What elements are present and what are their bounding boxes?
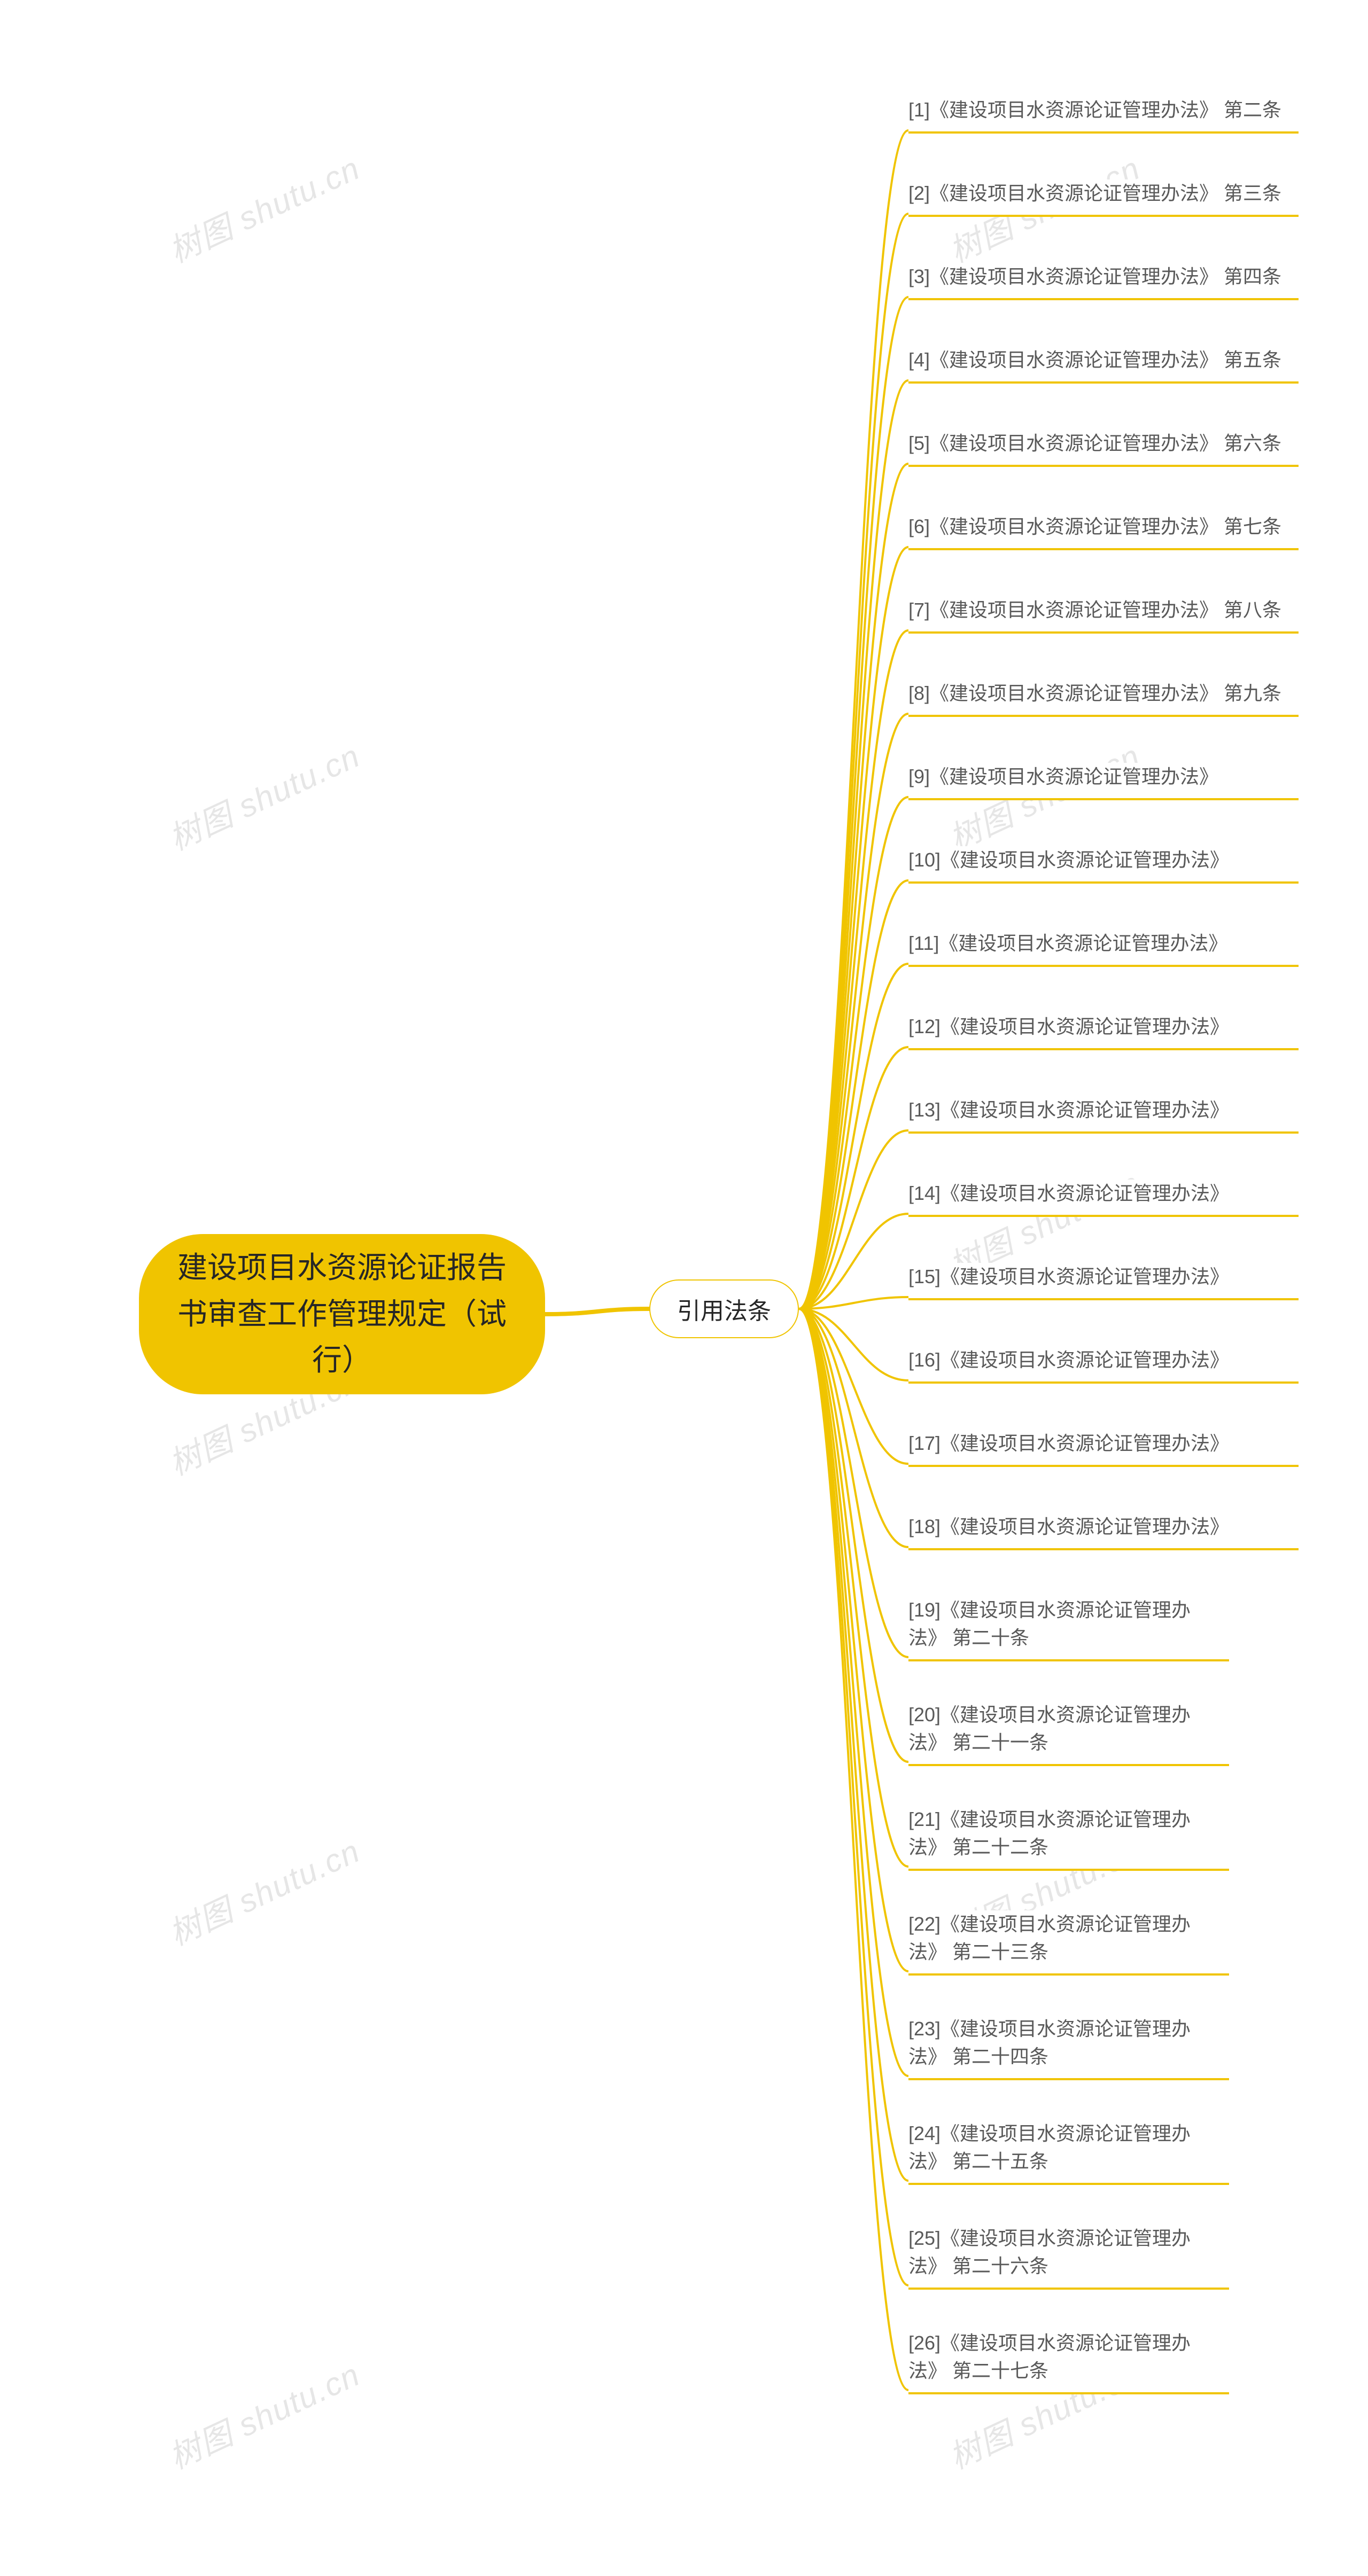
leaf-label: [11]《建设项目水资源论证管理办法》 (908, 930, 1299, 967)
leaf-label: [18]《建设项目水资源论证管理办法》 (908, 1513, 1299, 1550)
leaf-label: [8]《建设项目水资源论证管理办法》 第九条 (908, 680, 1299, 717)
leaf-node[interactable]: [13]《建设项目水资源论证管理办法》 (908, 1096, 1299, 1134)
leaf-node[interactable]: [8]《建设项目水资源论证管理办法》 第九条 (908, 680, 1299, 717)
leaf-node[interactable]: [9]《建设项目水资源论证管理办法》 (908, 763, 1299, 800)
leaf-label: [26]《建设项目水资源论证管理办法》 第二十七条 (908, 2329, 1229, 2394)
root-label: 建设项目水资源论证报告书审查工作管理规定（试行） (176, 1245, 508, 1384)
leaf-node[interactable]: [7]《建设项目水资源论证管理办法》 第八条 (908, 596, 1299, 634)
leaf-label: [21]《建设项目水资源论证管理办法》 第二十二条 (908, 1806, 1229, 1871)
leaf-label: [19]《建设项目水资源论证管理办法》 第二十条 (908, 1596, 1229, 1661)
leaf-label: [22]《建设项目水资源论证管理办法》 第二十三条 (908, 1910, 1229, 1976)
leaf-node[interactable]: [20]《建设项目水资源论证管理办法》 第二十一条 (908, 1701, 1229, 1766)
leaf-label: [17]《建设项目水资源论证管理办法》 (908, 1430, 1299, 1467)
leaf-node[interactable]: [6]《建设项目水资源论证管理办法》 第七条 (908, 513, 1299, 550)
leaf-node[interactable]: [12]《建设项目水资源论证管理办法》 (908, 1013, 1299, 1050)
watermark: 树图 shutu.cn (160, 730, 367, 860)
leaf-label: [9]《建设项目水资源论证管理办法》 (908, 763, 1299, 800)
leaf-node[interactable]: [14]《建设项目水资源论证管理办法》 (908, 1180, 1299, 1217)
leaf-node[interactable]: [17]《建设项目水资源论证管理办法》 (908, 1430, 1299, 1467)
leaf-label: [5]《建设项目水资源论证管理办法》 第六条 (908, 430, 1299, 467)
leaf-label: [3]《建设项目水资源论证管理办法》 第四条 (908, 263, 1299, 300)
leaf-label: [4]《建设项目水资源论证管理办法》 第五条 (908, 346, 1299, 384)
leaf-node[interactable]: [23]《建设项目水资源论证管理办法》 第二十四条 (908, 2015, 1229, 2080)
leaf-label: [25]《建设项目水资源论证管理办法》 第二十六条 (908, 2224, 1229, 2290)
leaf-node[interactable]: [22]《建设项目水资源论证管理办法》 第二十三条 (908, 1910, 1229, 1976)
leaf-label: [6]《建设项目水资源论证管理办法》 第七条 (908, 513, 1299, 550)
leaf-node[interactable]: [4]《建设项目水资源论证管理办法》 第五条 (908, 346, 1299, 384)
leaf-label: [7]《建设项目水资源论证管理办法》 第八条 (908, 596, 1299, 634)
leaf-node[interactable]: [2]《建设项目水资源论证管理办法》 第三条 (908, 179, 1299, 217)
leaf-node[interactable]: [25]《建设项目水资源论证管理办法》 第二十六条 (908, 2224, 1229, 2290)
leaf-node[interactable]: [24]《建设项目水资源论证管理办法》 第二十五条 (908, 2120, 1229, 2185)
branch-label: 引用法条 (677, 1292, 771, 1326)
leaf-node[interactable]: [10]《建设项目水资源论证管理办法》 (908, 846, 1299, 884)
leaf-node[interactable]: [3]《建设项目水资源论证管理办法》 第四条 (908, 263, 1299, 300)
leaf-label: [1]《建设项目水资源论证管理办法》 第二条 (908, 96, 1299, 134)
watermark: 树图 shutu.cn (160, 1825, 367, 1955)
leaf-label: [12]《建设项目水资源论证管理办法》 (908, 1013, 1299, 1050)
leaf-label: [24]《建设项目水资源论证管理办法》 第二十五条 (908, 2120, 1229, 2185)
leaf-label: [2]《建设项目水资源论证管理办法》 第三条 (908, 179, 1299, 217)
leaf-node[interactable]: [11]《建设项目水资源论证管理办法》 (908, 930, 1299, 967)
leaf-node[interactable]: [15]《建设项目水资源论证管理办法》 (908, 1263, 1299, 1300)
leaf-label: [23]《建设项目水资源论证管理办法》 第二十四条 (908, 2015, 1229, 2080)
leaf-label: [15]《建设项目水资源论证管理办法》 (908, 1263, 1299, 1300)
root-node[interactable]: 建设项目水资源论证报告书审查工作管理规定（试行） (139, 1234, 545, 1394)
leaf-node[interactable]: [26]《建设项目水资源论证管理办法》 第二十七条 (908, 2329, 1229, 2394)
leaf-label: [14]《建设项目水资源论证管理办法》 (908, 1180, 1299, 1217)
branch-node[interactable]: 引用法条 (649, 1279, 799, 1338)
leaf-label: [16]《建设项目水资源论证管理办法》 (908, 1346, 1299, 1384)
leaf-node[interactable]: [5]《建设项目水资源论证管理办法》 第六条 (908, 430, 1299, 467)
leaf-node[interactable]: [18]《建设项目水资源论证管理办法》 (908, 1513, 1299, 1550)
leaf-node[interactable]: [19]《建设项目水资源论证管理办法》 第二十条 (908, 1596, 1229, 1661)
watermark: 树图 shutu.cn (160, 2349, 367, 2478)
leaf-label: [13]《建设项目水资源论证管理办法》 (908, 1096, 1299, 1134)
leaf-node[interactable]: [1]《建设项目水资源论证管理办法》 第二条 (908, 96, 1299, 134)
leaf-label: [10]《建设项目水资源论证管理办法》 (908, 846, 1299, 884)
leaf-node[interactable]: [16]《建设项目水资源论证管理办法》 (908, 1346, 1299, 1384)
leaf-node[interactable]: [21]《建设项目水资源论证管理办法》 第二十二条 (908, 1806, 1229, 1871)
mindmap-canvas: 树图 shutu.cn 树图 shutu.cn 树图 shutu.cn 树图 shut… (0, 0, 1368, 2576)
leaf-label: [20]《建设项目水资源论证管理办法》 第二十一条 (908, 1701, 1229, 1766)
watermark: 树图 shutu.cn (160, 143, 367, 272)
